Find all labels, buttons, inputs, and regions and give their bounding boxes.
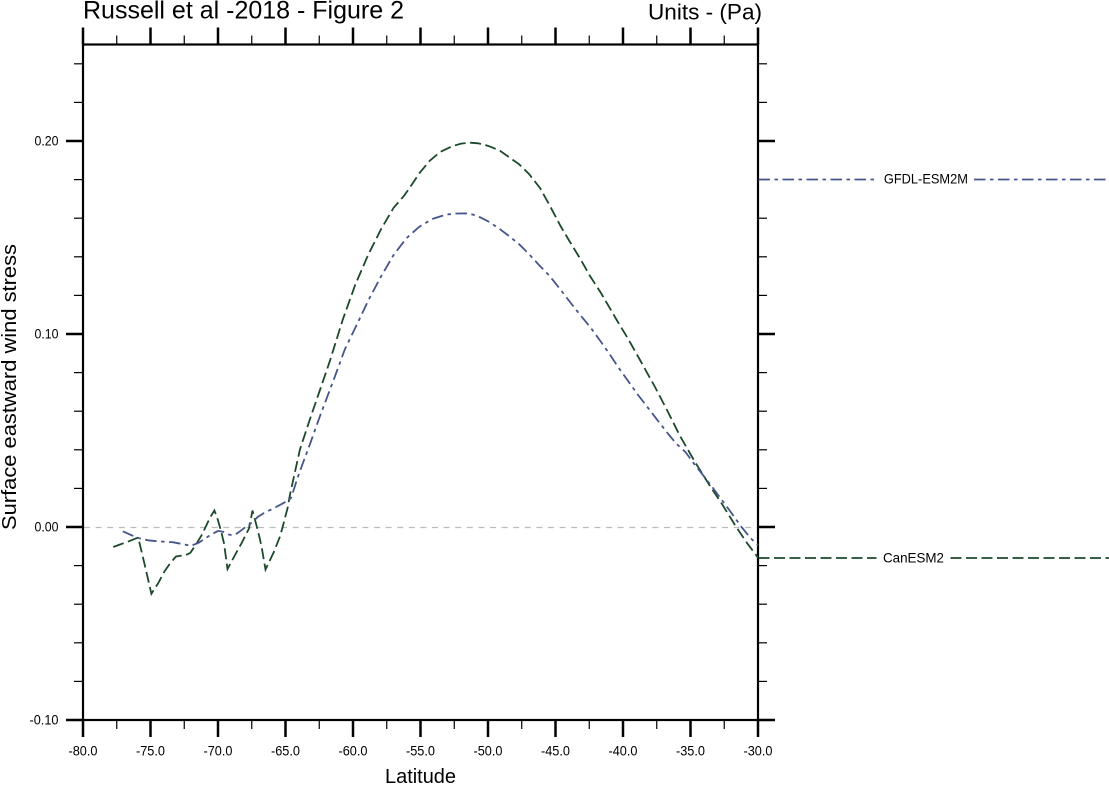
svg-text:-40.0: -40.0: [609, 744, 638, 759]
svg-text:Latitude: Latitude: [385, 766, 456, 785]
svg-text:CanESM2: CanESM2: [883, 551, 944, 566]
svg-text:-50.0: -50.0: [474, 744, 503, 759]
svg-text:-55.0: -55.0: [406, 744, 435, 759]
svg-text:-45.0: -45.0: [541, 744, 570, 759]
svg-text:-75.0: -75.0: [136, 744, 165, 759]
svg-text:0.10: 0.10: [35, 327, 59, 342]
svg-text:Surface eastward wind stress: Surface eastward wind stress: [0, 244, 21, 530]
svg-text:-80.0: -80.0: [69, 744, 98, 759]
svg-text:0.00: 0.00: [35, 520, 59, 535]
svg-text:-60.0: -60.0: [339, 744, 368, 759]
svg-text:0.20: 0.20: [35, 134, 59, 149]
svg-text:Russell et al -2018 - Figure 2: Russell et al -2018 - Figure 2: [83, 0, 404, 25]
svg-text:GFDL-ESM2M: GFDL-ESM2M: [884, 171, 968, 186]
svg-text:-35.0: -35.0: [676, 744, 705, 759]
svg-text:-30.0: -30.0: [744, 744, 773, 759]
svg-text:-65.0: -65.0: [271, 744, 300, 759]
svg-text:-0.10: -0.10: [30, 713, 59, 728]
svg-text:Units - (Pa): Units - (Pa): [648, 0, 762, 25]
svg-text:-70.0: -70.0: [204, 744, 233, 759]
